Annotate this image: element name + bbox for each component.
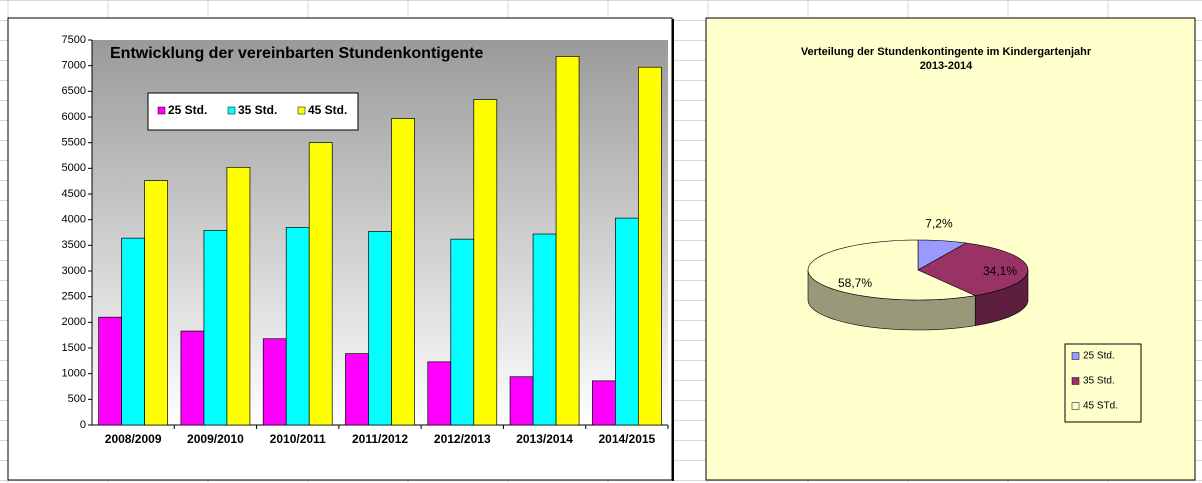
pie-slice (917, 239, 968, 271)
bar (144, 180, 168, 426)
bar (509, 376, 534, 426)
data-label: 58,7% (838, 276, 872, 290)
bar (262, 338, 287, 426)
x-tick-label: 2011/2012 (352, 432, 408, 446)
legend-label: 45 STd. (1083, 401, 1118, 412)
legend-swatch (1071, 352, 1080, 360)
x-tick-label: 2008/2009 (105, 432, 162, 446)
x-tick-label: 2014/2015 (598, 432, 655, 446)
data-label: 34,1% (983, 264, 1017, 278)
bar (473, 99, 498, 426)
bar (615, 217, 639, 426)
y-tick-label: 500 (68, 393, 86, 405)
legend-label: 45 Std. (308, 103, 347, 117)
bar (450, 238, 475, 426)
bar (592, 380, 616, 426)
bar (98, 316, 122, 426)
y-tick-label: 1500 (62, 342, 86, 354)
x-tick-label: 2012/2013 (434, 432, 491, 446)
bar (427, 361, 452, 426)
y-tick-label: 5500 (62, 137, 86, 149)
chart-title: 2013-2014 (920, 60, 973, 72)
bar (121, 237, 145, 426)
bar (555, 56, 580, 426)
y-tick-label: 1000 (62, 368, 86, 380)
bar (180, 330, 205, 426)
y-tick-label: 7000 (62, 60, 86, 72)
y-tick-label: 5000 (62, 162, 86, 174)
bar (368, 231, 392, 426)
y-tick-label: 3500 (62, 239, 86, 251)
bar (638, 66, 662, 426)
legend-label: 35 Std. (238, 103, 277, 117)
y-tick-label: 2000 (62, 316, 86, 328)
chart-title: Verteilung der Stundenkontingente im Kin… (801, 46, 1092, 58)
x-tick-label: 2013/2014 (516, 432, 573, 446)
bar (532, 233, 557, 426)
bar (391, 118, 415, 426)
legend-swatch (297, 106, 306, 115)
y-tick-label: 6500 (62, 85, 86, 97)
y-tick-label: 0 (80, 419, 86, 431)
chart-title: Entwicklung der vereinbarten Stundenkont… (110, 45, 483, 62)
y-tick-label: 7500 (62, 34, 86, 46)
bar (345, 353, 369, 426)
legend-swatch (1071, 377, 1080, 385)
y-tick-label: 4500 (62, 188, 86, 200)
legend-swatch (227, 106, 236, 115)
y-tick-label: 3000 (62, 265, 86, 277)
bar (285, 227, 310, 426)
bar (308, 142, 333, 426)
bar (203, 230, 228, 426)
legend-label: 25 Std. (1083, 351, 1115, 362)
pie-slice (807, 239, 977, 301)
x-tick-label: 2010/2011 (270, 432, 326, 446)
legend-label: 35 Std. (1083, 376, 1115, 387)
bar (226, 166, 251, 426)
legend-swatch (1071, 402, 1080, 410)
data-label: 7,2% (925, 216, 953, 230)
legend-label: 25 Std. (168, 103, 207, 117)
legend (147, 92, 359, 131)
y-tick-label: 4000 (62, 214, 86, 226)
pie-slice (917, 242, 1029, 296)
legend-swatch (157, 106, 166, 115)
y-tick-label: 2500 (62, 291, 86, 303)
y-tick-label: 6000 (62, 111, 86, 123)
x-tick-label: 2009/2010 (187, 432, 244, 446)
